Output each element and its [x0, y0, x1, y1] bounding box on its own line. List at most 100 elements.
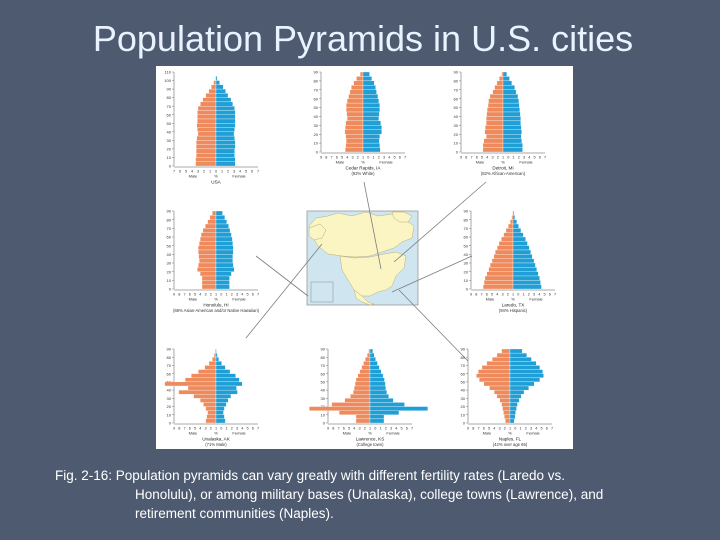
y-tick-label: 40: [464, 252, 469, 257]
female-bar: [215, 241, 233, 246]
x-axis-label: %: [501, 160, 505, 165]
x-tick-label: 3: [236, 293, 238, 297]
y-tick-label: 10: [314, 141, 319, 146]
y-tick-label: 70: [321, 363, 326, 368]
y-tick-label: 80: [461, 355, 466, 360]
north-america-map: [306, 210, 419, 306]
x-axis-label: %: [511, 297, 515, 302]
y-tick-label: 50: [167, 243, 172, 248]
female-bar: [509, 369, 543, 374]
male-bar: [353, 385, 371, 391]
x-tick-label: 4: [239, 170, 241, 174]
male-bar: [489, 94, 504, 99]
female-bar: [502, 89, 517, 95]
female-bar: [362, 125, 382, 130]
male-bar: [205, 93, 217, 98]
x-tick-label: 7: [480, 293, 482, 297]
female-bar: [509, 377, 541, 383]
x-tick-label: 1: [372, 156, 374, 160]
x-tick-label: 2: [210, 293, 212, 297]
y-tick-label: 50: [321, 379, 326, 384]
female-bar: [215, 361, 222, 366]
male-bar: [199, 258, 217, 264]
x-tick-label: 5: [533, 156, 535, 160]
x-tick-label: 4: [496, 293, 498, 297]
x-tick-label: 1: [522, 293, 524, 297]
y-tick-label: 40: [167, 252, 172, 257]
male-bar: [198, 254, 217, 259]
x-tick-label: 3: [390, 427, 392, 431]
chart-title: Lawrence, KS: [356, 437, 385, 442]
male-bar: [212, 210, 217, 216]
female-bar: [362, 94, 379, 99]
x-tick-label: 5: [341, 156, 343, 160]
y-tick-label: 40: [314, 114, 319, 119]
female-bar: [512, 215, 516, 220]
x-axis-label: %: [361, 160, 365, 165]
x-tick-label: 3: [383, 156, 385, 160]
x-tick-label: 0: [517, 293, 519, 297]
male-bar: [199, 236, 217, 242]
female-bar: [215, 153, 235, 158]
male-bar: [360, 71, 364, 77]
female-bar: [215, 123, 236, 128]
male-bar: [354, 381, 371, 387]
female-bar: [215, 236, 233, 242]
x-axis-label: Female: [519, 160, 533, 165]
female-bar: [215, 97, 232, 103]
male-bar: [483, 381, 511, 387]
male-bar: [208, 361, 217, 366]
female-bar: [215, 84, 224, 90]
female-bar: [502, 129, 522, 135]
x-tick-label: 1: [225, 427, 227, 431]
y-tick-label: 0: [169, 287, 172, 292]
x-tick-label: 4: [353, 427, 355, 431]
male-bar: [484, 275, 514, 281]
x-tick-label: 8: [178, 293, 180, 297]
male-bar: [207, 219, 217, 225]
y-tick-label: 70: [454, 87, 459, 92]
y-tick-label: 50: [464, 243, 469, 248]
x-tick-label: 3: [523, 156, 525, 160]
y-tick-label: 20: [314, 132, 319, 137]
x-tick-label: 2: [518, 156, 520, 160]
female-bar: [215, 284, 230, 290]
x-tick-label: 2: [497, 156, 499, 160]
male-bar: [191, 373, 217, 378]
y-tick-label: 30: [461, 396, 466, 401]
male-bar: [488, 267, 514, 272]
female-bar: [215, 262, 234, 268]
map-land-mexico: [353, 289, 375, 306]
male-bar: [201, 284, 217, 290]
y-tick-label: 60: [464, 235, 469, 240]
y-tick-label: 90: [167, 209, 172, 214]
female-bar: [512, 262, 536, 268]
x-tick-label: 7: [257, 293, 259, 297]
male-bar: [499, 398, 511, 403]
female-bar: [512, 241, 528, 246]
female-bar: [215, 389, 238, 395]
female-bar: [362, 116, 380, 122]
female-bar: [509, 402, 518, 407]
female-bar: [502, 138, 522, 144]
y-tick-label: 0: [316, 150, 319, 155]
female-bar: [502, 120, 521, 126]
male-bar: [196, 148, 217, 154]
male-bar: [478, 369, 511, 374]
male-bar: [349, 89, 364, 95]
male-bar: [205, 223, 217, 229]
x-tick-label: 2: [231, 293, 233, 297]
female-bar: [362, 142, 380, 148]
male-bar: [486, 120, 504, 126]
female-bar: [215, 88, 226, 94]
y-tick-label: 80: [454, 78, 459, 83]
female-bar: [512, 280, 541, 285]
male-bar: [503, 410, 511, 415]
female-bar: [215, 131, 235, 137]
female-bar: [215, 385, 237, 391]
x-tick-label: 2: [227, 170, 229, 174]
male-bar: [344, 398, 371, 403]
female-bar: [512, 223, 519, 229]
